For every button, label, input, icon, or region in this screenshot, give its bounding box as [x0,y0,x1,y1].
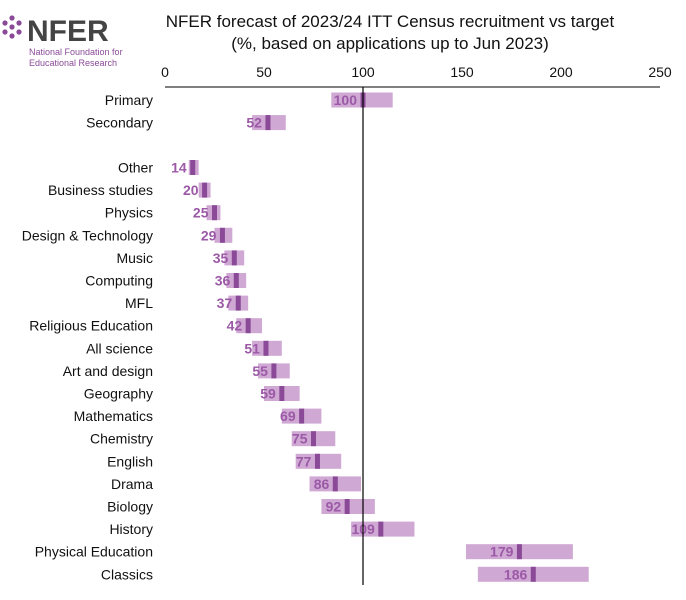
chart-row: English 77 [107,453,342,469]
value-label: 186 [504,566,528,582]
chart-row: Art and design 55 [63,363,290,379]
value-label: 35 [213,250,229,266]
forecast-point-marker [378,521,384,537]
value-label: 69 [280,408,296,424]
category-label: Classics [101,566,153,582]
logo-wordmark: NFER [27,15,109,48]
chart-row: Secondary 52 [86,115,286,131]
chart-row: Music 35 [116,250,245,266]
chart-row: Biology 92 [107,499,375,515]
x-tick-label: 250 [648,64,672,80]
chart-row: Classics 186 [101,566,589,582]
x-axis-ticks: 0 50 100 150 200 250 [161,64,672,80]
chart-row: Design & Technology 29 [22,227,233,243]
value-label: 20 [183,182,199,198]
value-label: 77 [296,453,312,469]
value-label: 25 [193,205,209,221]
chart-row: Computing 36 [85,273,247,289]
nfer-logo: NFER National Foundation for Educational… [2,15,123,68]
category-label: English [107,453,153,469]
forecast-point-marker [231,250,237,266]
x-tick-label: 0 [161,64,169,80]
value-label: 37 [217,295,233,311]
forecast-point-marker [279,386,285,401]
category-label: Secondary [86,115,153,131]
value-label: 100 [334,92,358,108]
value-label: 36 [215,273,231,289]
category-label: Religious Education [29,318,153,334]
forecast-point-marker [190,160,196,175]
category-label: All science [86,340,153,356]
forecast-point-marker [219,227,225,243]
chart-row: Other 14 [118,160,199,176]
value-label: 55 [252,363,268,379]
category-label: Physics [105,205,153,221]
forecast-point-marker [235,295,241,311]
forecast-point-marker [530,566,536,582]
value-label: 51 [244,340,260,356]
x-tick-label: 200 [549,64,573,80]
category-label: Primary [105,92,153,108]
chart-row: Business studies 20 [48,182,211,198]
x-tick-label: 50 [256,64,272,80]
forecast-point-marker [233,273,239,288]
forecast-point-marker [202,182,208,198]
chart-row: MFL 37 [125,295,249,311]
chart-row: Physical Education 179 [35,544,573,560]
forecast-point-marker [265,115,271,131]
value-label: 59 [260,386,276,402]
category-label: Mathematics [74,408,153,424]
chart-row: Mathematics 69 [74,408,322,424]
category-label: Physical Education [35,544,153,560]
forecast-point-marker [271,363,277,379]
logo-dots-icon [2,15,22,39]
category-label: Other [118,160,153,176]
category-label: Chemistry [90,431,153,447]
forecast-point-marker [212,205,217,221]
value-label: 52 [246,115,262,131]
chart-row: Primary 100 [105,92,393,108]
forecast-point-marker [263,340,269,356]
forecast-point-marker [245,318,251,334]
x-tick-label: 150 [450,64,474,80]
category-label: Drama [111,476,153,492]
category-label: Geography [84,386,153,402]
value-label: 86 [314,476,330,492]
chart-row: Physics 25 [105,205,221,221]
x-tick-label: 100 [351,64,375,80]
category-label: Design & Technology [22,227,153,243]
chart-title-line1: NFER forecast of 2023/24 ITT Census recr… [166,12,615,31]
chart-row: Chemistry 75 [90,431,336,447]
value-label: 179 [490,544,514,560]
category-label: Art and design [63,363,153,379]
category-label: History [109,521,153,537]
category-label: MFL [125,295,153,311]
chart-rows: Primary 100 Secondary 52 Other 14 Business stu… [22,92,589,582]
forecast-point-marker [299,408,305,424]
logo-subtitle-line1: National Foundation for [29,47,123,57]
category-label: Computing [85,273,153,289]
value-label: 75 [292,431,308,447]
forecast-point-marker [516,544,522,560]
category-label: Music [116,250,153,266]
forecast-point-marker [311,431,316,447]
value-label: 14 [171,160,187,176]
forecast-point-marker [344,499,350,514]
chart-title-line2: (%, based on applications up to Jun 2023… [231,34,549,53]
chart-row: All science 51 [86,340,282,356]
chart-row: Religious Education 42 [29,318,263,334]
chart-row: History 109 [109,521,415,537]
chart-row: Drama 86 [111,476,362,492]
value-label: 92 [326,499,342,515]
value-label: 29 [201,227,217,243]
logo-subtitle-line2: Educational Research [29,58,117,68]
category-label: Biology [107,499,153,515]
forecast-point-marker [314,453,320,469]
forecast-point-marker [332,476,338,492]
value-label: 42 [227,318,243,334]
chart-row: Geography 59 [84,386,300,402]
category-label: Business studies [48,182,153,198]
